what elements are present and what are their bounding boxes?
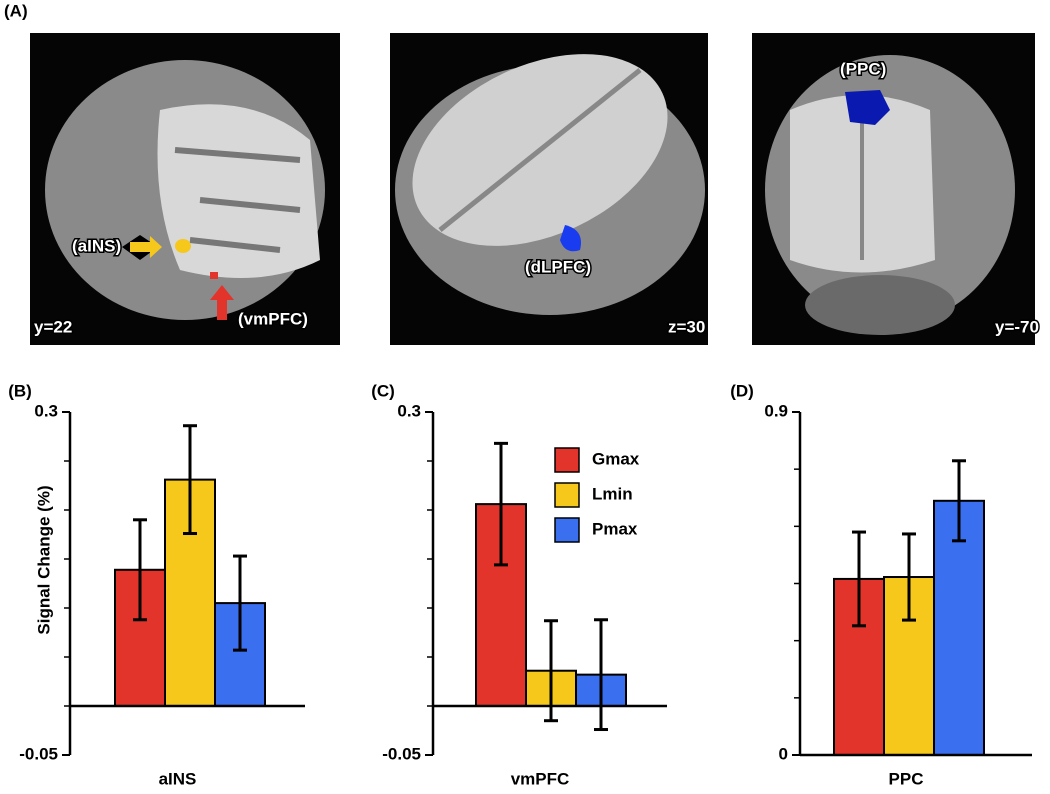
region-label: (PPC)	[840, 59, 886, 78]
error-bar	[852, 530, 866, 628]
error-bar	[133, 518, 147, 622]
legend-label: Gmax	[592, 449, 640, 468]
error-bar	[594, 618, 608, 732]
panel-label: (B)	[8, 381, 32, 400]
y-tick-label: 0.9	[764, 401, 788, 420]
bar	[475, 503, 527, 707]
y-tick-label: 0	[779, 744, 788, 763]
error-bar	[233, 554, 247, 652]
panel-label: (D)	[730, 381, 754, 400]
panel-label: (A)	[4, 1, 28, 20]
error-bar	[544, 619, 558, 723]
x-axis-label: aINS	[159, 769, 197, 788]
y-axis-label: Signal Change (%)	[34, 485, 53, 634]
brain-image	[30, 33, 340, 345]
legend-swatch	[554, 482, 580, 508]
error-bar	[183, 424, 197, 536]
y-tick-label: -0.05	[19, 744, 58, 763]
y-tick-label: 0.3	[397, 401, 421, 420]
legend-label: Lmin	[592, 484, 633, 503]
brain-image	[752, 33, 1035, 345]
error-bar	[494, 441, 508, 567]
region-label: (dLPFC)	[525, 257, 591, 276]
error-bar	[952, 459, 966, 543]
slice-label: y=22	[34, 317, 72, 336]
legend-label: Pmax	[592, 519, 638, 538]
x-axis-label: vmPFC	[511, 769, 570, 788]
region-label: (vmPFC)	[238, 309, 308, 328]
slice-label: y=-70	[995, 317, 1039, 336]
legend-swatch	[554, 517, 580, 543]
y-tick-label: -0.05	[382, 744, 421, 763]
bar	[933, 499, 985, 756]
legend-swatch	[554, 447, 580, 473]
x-axis-label: PPC	[889, 769, 924, 788]
error-bar	[902, 532, 916, 622]
region-label: (aINS)	[72, 236, 121, 255]
slice-label: z=30	[668, 317, 705, 336]
brain-image	[390, 33, 708, 345]
y-tick-label: 0.3	[34, 401, 58, 420]
panel-label: (C)	[371, 381, 395, 400]
